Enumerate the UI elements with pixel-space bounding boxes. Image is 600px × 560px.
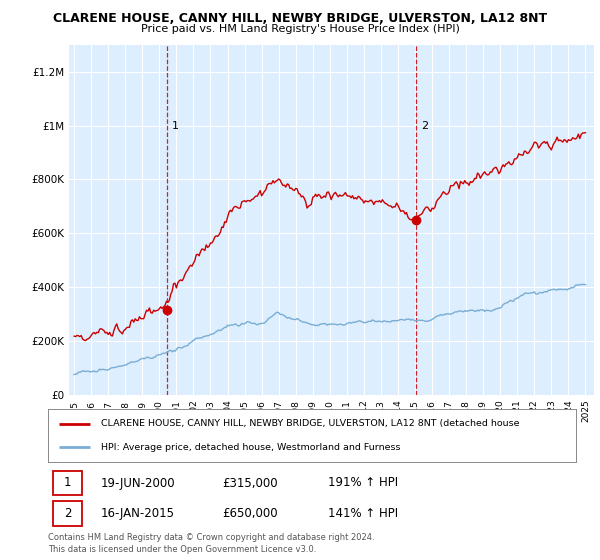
Text: HPI: Average price, detached house, Westmorland and Furness: HPI: Average price, detached house, West…	[101, 442, 400, 451]
Text: 2: 2	[421, 120, 428, 130]
Text: 141% ↑ HPI: 141% ↑ HPI	[328, 507, 398, 520]
Text: 2: 2	[64, 507, 71, 520]
Text: 16-JAN-2015: 16-JAN-2015	[101, 507, 175, 520]
Text: 19-JUN-2000: 19-JUN-2000	[101, 477, 175, 489]
Text: CLARENE HOUSE, CANNY HILL, NEWBY BRIDGE, ULVERSTON, LA12 8NT (detached house: CLARENE HOUSE, CANNY HILL, NEWBY BRIDGE,…	[101, 419, 519, 428]
FancyBboxPatch shape	[53, 502, 82, 526]
Text: 191% ↑ HPI: 191% ↑ HPI	[328, 477, 398, 489]
Text: Price paid vs. HM Land Registry's House Price Index (HPI): Price paid vs. HM Land Registry's House …	[140, 24, 460, 34]
Text: 1: 1	[64, 477, 71, 489]
Text: £315,000: £315,000	[222, 477, 278, 489]
Text: £650,000: £650,000	[222, 507, 278, 520]
Text: CLARENE HOUSE, CANNY HILL, NEWBY BRIDGE, ULVERSTON, LA12 8NT: CLARENE HOUSE, CANNY HILL, NEWBY BRIDGE,…	[53, 12, 547, 25]
Text: Contains HM Land Registry data © Crown copyright and database right 2024.
This d: Contains HM Land Registry data © Crown c…	[48, 533, 374, 554]
Text: 1: 1	[172, 120, 179, 130]
FancyBboxPatch shape	[53, 470, 82, 495]
